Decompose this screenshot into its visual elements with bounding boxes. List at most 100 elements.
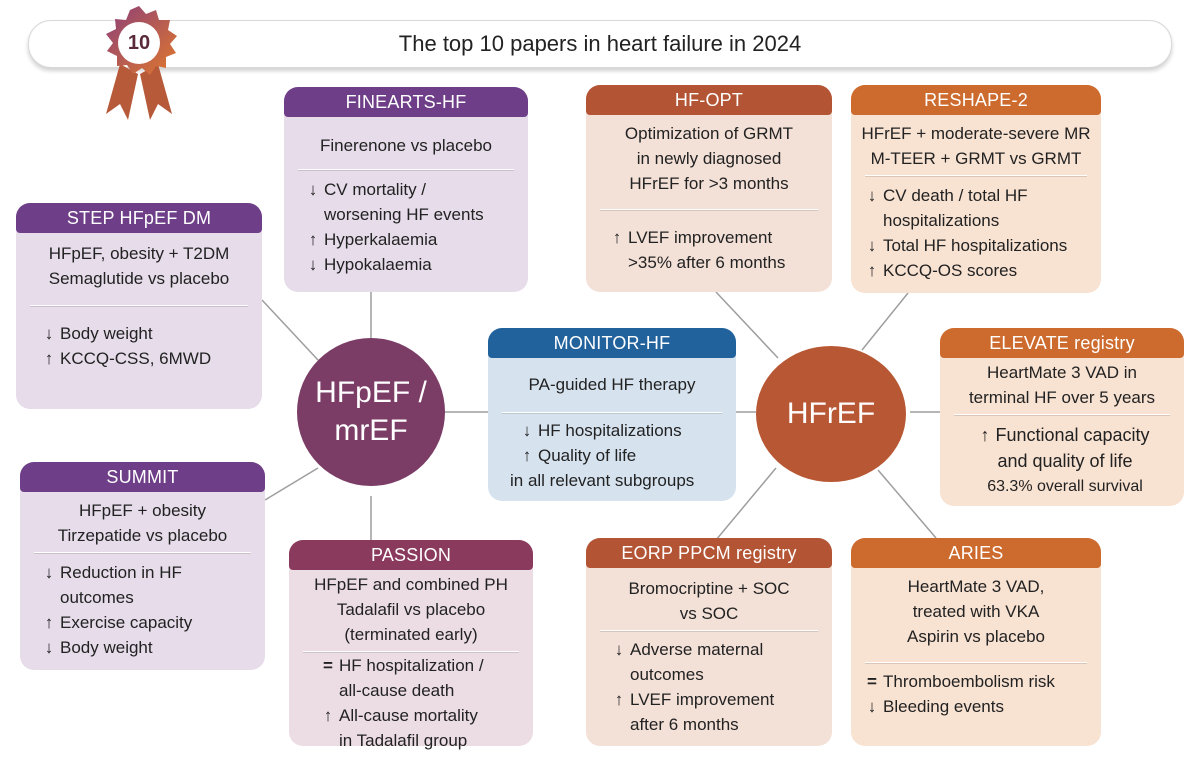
result-row: ↑ LVEF improvement	[606, 225, 785, 250]
result-row: ↓ Adverse maternal	[608, 637, 774, 662]
description-line: treated with VKA	[912, 602, 1040, 621]
result-row: in Tadalafil group	[317, 728, 484, 753]
connector-step	[261, 299, 319, 361]
card-aries: ARIES HeartMate 3 VAD, treated with VKA …	[851, 538, 1101, 746]
description-line: M-TEER + GRMT vs GRMT	[870, 149, 1082, 168]
result-arrow	[608, 662, 630, 687]
result-row: hospitalizations	[861, 208, 1067, 233]
result-row: ↓ Bleeding events	[861, 694, 1055, 719]
arrow-down-icon: ↓	[308, 180, 318, 199]
card-results: ↑ LVEF improvement >35% after 6 months	[606, 225, 786, 275]
result-row: worsening HF events	[302, 202, 484, 227]
result-text: in Tadalafil group	[339, 731, 468, 750]
result-text: HF hospitalizations	[538, 421, 682, 440]
rosette-icon	[106, 6, 177, 120]
result-text: KCCQ-CSS, 6MWD	[60, 349, 212, 368]
result-row: after 6 months	[608, 712, 774, 737]
card-summit: SUMMIT HFpEF + obesity Tirzepatide vs pl…	[20, 462, 265, 670]
result-text: Functional capacity	[995, 425, 1150, 445]
description-line: HeartMate 3 VAD in	[987, 363, 1137, 382]
result-text: Reduction in HF	[60, 563, 182, 582]
description-line: HFrEF + moderate-severe MR	[861, 124, 1091, 143]
card-header: RESHAPE-2	[851, 85, 1101, 115]
arrow-up-icon: ↑	[522, 446, 532, 465]
divider	[30, 305, 248, 306]
card-header: ARIES	[851, 538, 1101, 568]
result-text: HF hospitalization /	[339, 656, 484, 675]
card-results: ↓ HF hospitalizations ↑ Quality of life in…	[510, 418, 694, 493]
result-text: Adverse maternal	[630, 640, 764, 659]
result-row: ↑ Quality of life	[516, 443, 694, 468]
result-text: Total HF hospitalizations	[883, 236, 1068, 255]
result-arrow	[38, 585, 60, 610]
card-passion: PASSION HFpEF and combined PH Tadalafil …	[289, 540, 533, 750]
card-results: = Thromboembolism risk ↓ Bleeding events	[861, 669, 1055, 719]
result-text: 63.3% overall survival	[987, 478, 1143, 495]
result-row: ↑ Hyperkalaemia	[302, 227, 484, 252]
arrow-up-icon: ↑	[612, 228, 622, 247]
result-arrow	[606, 250, 628, 275]
result-row: ↓ Body weight	[38, 321, 211, 346]
result-text: Hyperkalaemia	[324, 230, 438, 249]
card-monitor-hf: MONITOR-HF PA-guided HF therapy ↓ HF hosp…	[488, 328, 736, 501]
card-description: HeartMate 3 VAD in terminal HF over 5 ye…	[940, 360, 1184, 410]
result-text: hospitalizations	[883, 211, 1000, 230]
card-header: PASSION	[289, 540, 533, 570]
card-description: HFpEF and combined PH Tadalafil vs place…	[289, 572, 533, 647]
divider	[600, 209, 818, 210]
description-line: HFrEF for >3 months	[629, 174, 789, 193]
arrow-down-icon: ↓	[867, 186, 877, 205]
result-text: All-cause mortality	[339, 706, 478, 725]
connector-reshape	[861, 292, 909, 351]
result-text: after 6 months	[630, 715, 739, 734]
result-text: and quality of life	[997, 451, 1133, 471]
description-line: in newly diagnosed	[636, 149, 782, 168]
result-arrow	[317, 678, 339, 703]
description-line: vs SOC	[679, 604, 739, 623]
result-text: Quality of life	[538, 446, 637, 465]
card-description: HeartMate 3 VAD, treated with VKA Aspiri…	[851, 574, 1101, 649]
description-line: (terminated early)	[344, 625, 478, 644]
result-text: outcomes	[630, 665, 704, 684]
card-results: ↓ Reduction in HF outcomes ↑ Exercise capa…	[38, 560, 193, 660]
divider	[865, 175, 1087, 176]
divider	[34, 552, 251, 553]
result-text: all-cause death	[339, 681, 455, 700]
arrow-up-icon: ↑	[980, 425, 990, 445]
divider	[954, 414, 1170, 415]
divider	[303, 651, 519, 652]
result-row: >35% after 6 months	[606, 250, 785, 275]
card-description: Optimization of GRMT in newly diagnosed …	[586, 121, 832, 196]
result-row: ↑ Exercise capacity	[38, 610, 193, 635]
equals-icon: =	[867, 672, 877, 691]
card-description: Bromocriptine + SOC vs SOC	[586, 576, 832, 626]
result-text: >35% after 6 months	[628, 253, 786, 272]
result-row: 63.3% overall survival	[954, 474, 1176, 500]
arrow-up-icon: ↑	[308, 230, 318, 249]
result-arrow	[608, 712, 630, 737]
result-text: Thromboembolism risk	[883, 672, 1055, 691]
title-bar: The top 10 papers in heart failure in 20…	[28, 20, 1172, 68]
result-text: LVEF improvement	[628, 228, 773, 247]
connector-hfopt	[715, 291, 779, 359]
result-row: = Thromboembolism risk	[861, 669, 1055, 694]
arrow-down-icon: ↓	[522, 421, 532, 440]
arrow-up-icon: ↑	[323, 706, 333, 725]
description-line: Aspirin vs placebo	[907, 627, 1045, 646]
result-arrow	[861, 208, 883, 233]
result-text: LVEF improvement	[630, 690, 775, 709]
result-text: in all relevant subgroups	[510, 471, 695, 490]
result-row: ↑ KCCQ-CSS, 6MWD	[38, 346, 211, 371]
result-row: = HF hospitalization /	[317, 653, 484, 678]
arrow-down-icon: ↓	[308, 255, 318, 274]
hub-hfpef-mref: HFpEF / mrEF	[297, 338, 445, 486]
result-row: ↓ Body weight	[38, 635, 192, 660]
result-arrow	[302, 202, 324, 227]
card-results: ↓ CV death / total HF hospitalizations ↓ T…	[861, 183, 1068, 283]
card-results: ↑ Functional capacity and quality of life…	[954, 422, 1176, 500]
description-line: Semaglutide vs placebo	[48, 269, 230, 288]
card-description: HFpEF + obesity Tirzepatide vs placebo	[20, 498, 265, 548]
arrow-down-icon: ↓	[44, 324, 54, 343]
card-results: ↓ Body weight ↑ KCCQ-CSS, 6MWD	[38, 321, 211, 371]
result-row: in all relevant subgroups	[510, 468, 694, 493]
